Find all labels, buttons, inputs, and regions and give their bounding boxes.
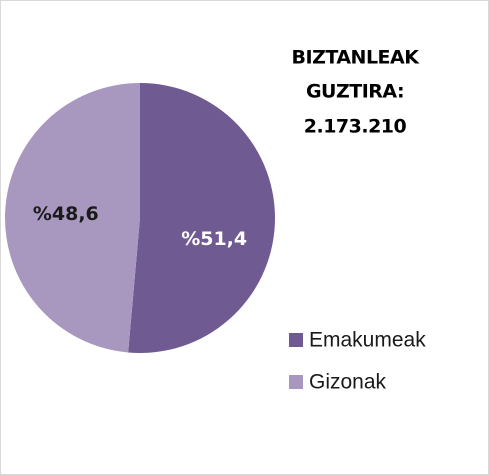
data-label: %48,6 — [33, 203, 99, 225]
pie-slice — [4, 82, 140, 353]
legend-swatch — [289, 333, 303, 347]
legend-swatch — [289, 375, 303, 389]
data-label: %51,4 — [181, 228, 247, 250]
legend-label: Gizonak — [309, 371, 387, 394]
chart-title: GUZTIRA: — [306, 81, 404, 103]
legend-label: Emakumeak — [309, 329, 426, 352]
chart-title: BIZTANLEAK — [292, 47, 421, 69]
chart-title: 2.173.210 — [304, 116, 407, 138]
pie-slice — [128, 83, 275, 353]
